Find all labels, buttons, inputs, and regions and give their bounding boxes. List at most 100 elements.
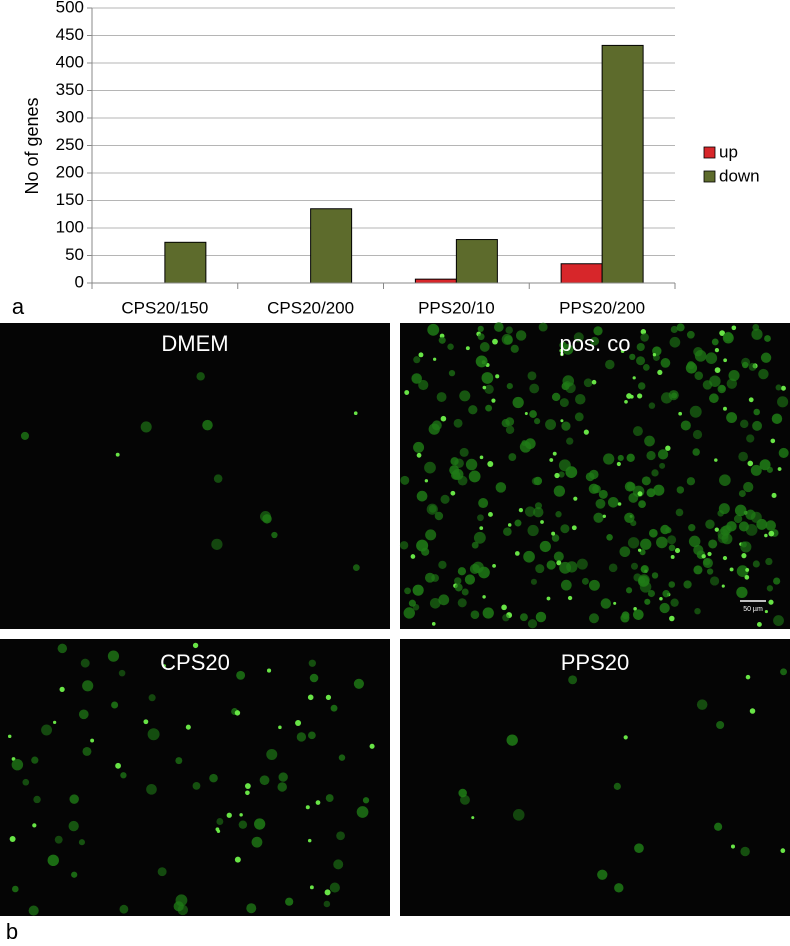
cell	[295, 719, 302, 726]
cell	[726, 412, 738, 424]
cell	[400, 475, 410, 485]
cell	[559, 398, 569, 408]
cell	[454, 577, 462, 585]
cell	[657, 449, 669, 460]
cell	[773, 577, 781, 585]
cell	[479, 455, 484, 460]
cell	[534, 502, 543, 510]
cell	[115, 452, 120, 457]
cell	[512, 809, 525, 821]
x-tick-label: CPS20/150	[121, 298, 208, 317]
cell	[245, 790, 250, 796]
cell	[670, 598, 679, 607]
cell	[173, 901, 184, 912]
cell	[503, 527, 512, 536]
cell	[718, 503, 730, 515]
cell	[523, 550, 535, 563]
cell	[475, 355, 488, 368]
cell	[411, 373, 422, 384]
cell	[551, 531, 556, 536]
cell	[464, 574, 476, 585]
cell	[603, 453, 615, 465]
y-tick-label: 500	[56, 0, 84, 16]
cell	[502, 614, 510, 622]
cell	[251, 836, 263, 848]
image-label: PPS20	[561, 650, 630, 675]
cell	[41, 724, 53, 736]
cell	[11, 885, 19, 893]
cell	[565, 382, 576, 394]
cell	[624, 399, 628, 404]
cell	[296, 732, 307, 742]
cell	[32, 823, 37, 828]
cell	[277, 782, 287, 792]
cell	[471, 541, 479, 549]
cell	[600, 598, 612, 609]
cell	[482, 595, 486, 599]
cell	[459, 390, 471, 402]
cell	[630, 562, 639, 570]
cell	[709, 576, 720, 586]
cell	[333, 859, 344, 870]
cell	[560, 524, 570, 534]
cell	[436, 392, 447, 402]
cell	[148, 694, 156, 702]
cell	[560, 579, 572, 591]
cell	[583, 378, 593, 388]
cell	[47, 854, 59, 867]
cell	[239, 813, 243, 817]
cell	[540, 520, 544, 524]
cell	[630, 519, 637, 527]
cell	[693, 544, 704, 556]
cell	[259, 775, 270, 786]
cell	[7, 734, 12, 739]
cell	[583, 429, 589, 435]
cell	[670, 555, 675, 559]
cell	[714, 822, 723, 831]
cell	[119, 904, 129, 914]
cell	[588, 483, 599, 494]
cell	[588, 579, 600, 591]
cell	[514, 519, 522, 527]
cell	[705, 519, 715, 529]
cell	[325, 694, 332, 700]
image-label: DMEM	[161, 331, 228, 356]
cell	[641, 476, 651, 486]
cell	[418, 379, 429, 391]
x-tick-label: PPS20/10	[418, 298, 495, 317]
cell	[215, 827, 220, 832]
cell	[648, 528, 658, 538]
cell	[747, 460, 754, 467]
panel-label: b	[6, 919, 18, 944]
cell	[750, 511, 762, 523]
bar	[601, 44, 644, 284]
cell	[353, 411, 358, 416]
cell	[505, 417, 515, 426]
cell	[473, 531, 486, 544]
cell	[558, 459, 571, 472]
cell	[539, 540, 551, 553]
cell	[460, 794, 470, 805]
cell	[706, 568, 714, 575]
cell	[644, 598, 651, 605]
cell	[555, 511, 562, 518]
cell	[309, 673, 319, 683]
cell	[723, 406, 727, 411]
cell	[660, 524, 670, 535]
cell	[640, 538, 652, 550]
cell	[717, 384, 726, 394]
cell	[688, 535, 701, 548]
cell	[675, 508, 684, 517]
cell	[734, 504, 747, 517]
cell	[492, 338, 498, 345]
cell	[529, 410, 537, 418]
cell	[750, 464, 762, 476]
cell	[748, 397, 754, 403]
cell	[723, 358, 727, 363]
cell	[642, 364, 650, 371]
cell	[216, 818, 224, 825]
cell	[449, 465, 460, 476]
cell	[175, 757, 183, 765]
cell	[192, 781, 201, 790]
cell	[438, 336, 446, 344]
